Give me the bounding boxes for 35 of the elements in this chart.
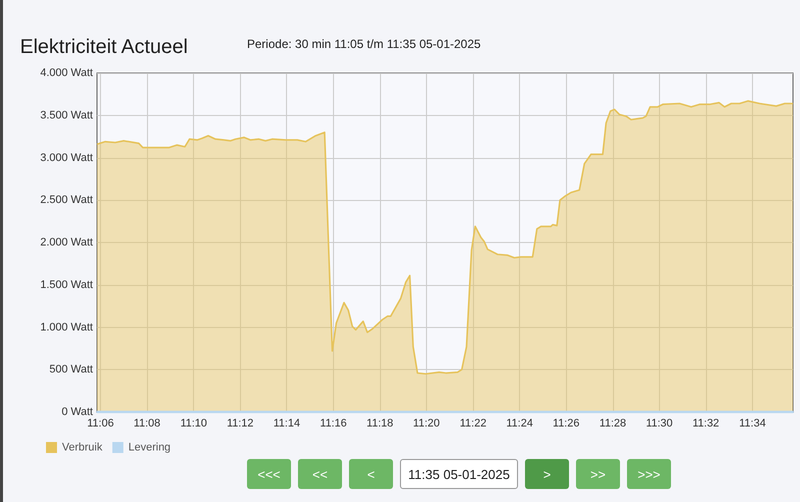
legend-label: Levering (128, 442, 171, 454)
y-tick-label: 1.000 Watt (40, 321, 93, 334)
x-tick-label: 11:34 (739, 418, 766, 430)
x-tick-label: 11:18 (366, 418, 394, 430)
text: < (349, 459, 393, 489)
y-tick-label: 1.500 Watt (40, 278, 93, 291)
y-tick-label: 500 Watt (49, 364, 93, 376)
x-tick-label: 11:22 (460, 418, 486, 430)
text: << (298, 459, 342, 489)
x-tick-label: 11:28 (599, 418, 626, 430)
x-tick-label: 11:26 (552, 418, 580, 430)
legend-label: Verbruik (62, 442, 103, 454)
x-tick-label: 11:12 (226, 418, 254, 430)
y-tick-label: 3.500 Watt (40, 109, 93, 122)
text: >>> (627, 459, 671, 489)
x-tick-label: 11:30 (646, 418, 673, 430)
x-tick-label: 11:20 (413, 418, 440, 430)
y-tick-label: 4.000 Watt (40, 67, 93, 79)
text: <<< (247, 459, 291, 489)
x-tick-label: 11:08 (134, 418, 160, 430)
x-tick-label: 11:10 (180, 418, 208, 430)
y-tick-label: 2.000 Watt (40, 236, 93, 248)
x-tick-label: 11:32 (692, 418, 720, 430)
text: > (525, 459, 569, 489)
x-tick-label: 11:24 (506, 418, 533, 430)
text: >> (576, 459, 620, 489)
text: 11:35 05-01-2025 (400, 459, 518, 489)
y-tick-label: 3.000 Watt (40, 152, 93, 164)
chart-title: Elektriciteit Actueel (20, 36, 188, 59)
x-tick-label: 11:06 (87, 418, 114, 430)
x-tick-label: 11:14 (273, 418, 300, 430)
y-tick-label: 2.500 Watt (40, 194, 93, 206)
chart-subtitle: Periode: 30 min 11:05 t/m 11:35 05-01-2025 (247, 37, 481, 51)
x-tick-label: 11:16 (320, 418, 347, 430)
y-tick-label: 0 Watt (62, 406, 93, 418)
